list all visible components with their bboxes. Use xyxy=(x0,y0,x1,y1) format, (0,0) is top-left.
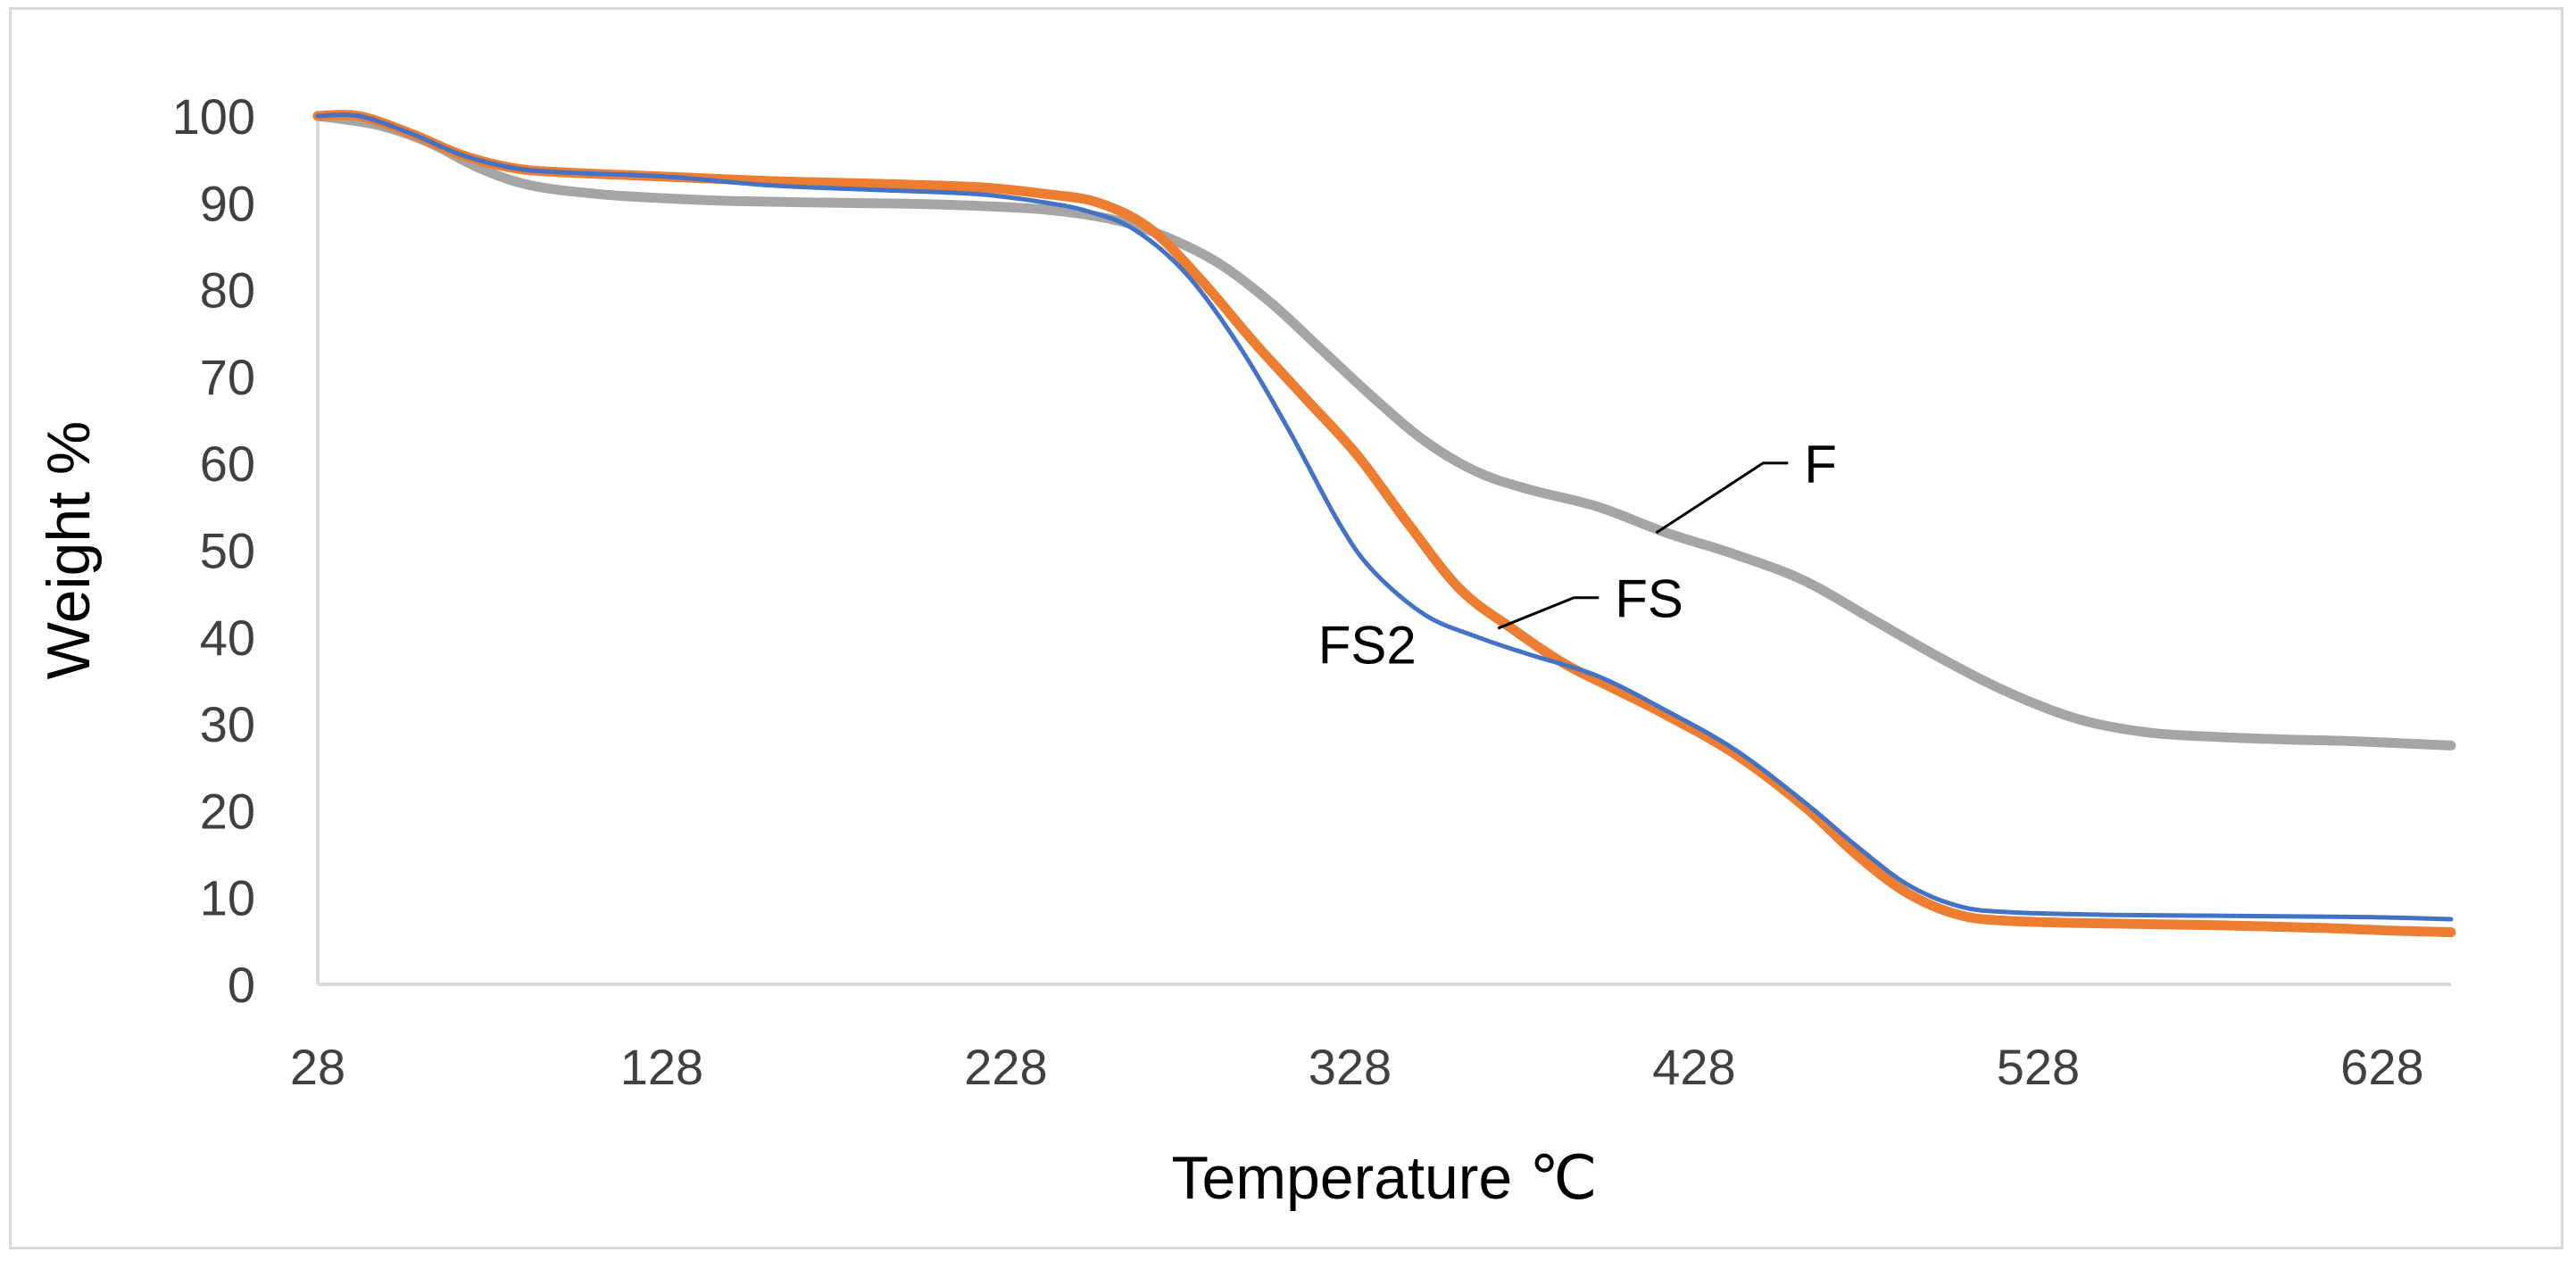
x-tick-label: 128 xyxy=(620,1039,703,1095)
series-line-fs xyxy=(312,110,2456,938)
x-tick-labels: 28 128 228 328 428 528 628 xyxy=(290,1039,2424,1095)
y-tick-label: 30 xyxy=(200,696,255,752)
x-tick-label: 628 xyxy=(2340,1039,2423,1095)
y-tick-label: 60 xyxy=(200,436,255,492)
leader-line-f xyxy=(1655,461,1789,535)
y-tick-label: 70 xyxy=(200,349,255,405)
x-tick-label: 328 xyxy=(1309,1039,1392,1095)
series-label-f: F xyxy=(1804,435,1837,494)
series-label-fs: FS xyxy=(1615,569,1683,629)
series-label-fs2: FS2 xyxy=(1318,616,1417,676)
series-line-fs2 xyxy=(315,112,2454,922)
y-tick-label: 50 xyxy=(200,523,255,579)
leader-line-fs xyxy=(1497,596,1600,630)
y-tick-label: 40 xyxy=(200,610,255,666)
y-tick-label: 20 xyxy=(200,783,255,839)
x-tick-label: 428 xyxy=(1652,1039,1735,1095)
y-tick-labels: 0 10 20 30 40 50 60 70 80 90 100 xyxy=(172,88,255,1013)
series-line-f xyxy=(312,111,2456,751)
chart-frame xyxy=(9,7,2564,1249)
x-axis-title: Temperature ℃ xyxy=(1172,1144,1598,1212)
series-labels: F FS FS2 xyxy=(1318,435,1837,676)
y-tick-label: 10 xyxy=(200,870,255,926)
series-lines xyxy=(312,110,2456,938)
x-tick-label: 528 xyxy=(1997,1039,2080,1095)
y-tick-label: 80 xyxy=(200,262,255,319)
y-tick-label: 100 xyxy=(172,88,255,145)
x-tick-label: 28 xyxy=(290,1039,345,1095)
y-tick-label: 90 xyxy=(200,175,255,231)
y-tick-label: 0 xyxy=(228,957,255,1013)
y-axis-title: Weight % xyxy=(35,421,103,680)
x-tick-label: 228 xyxy=(964,1039,1047,1095)
